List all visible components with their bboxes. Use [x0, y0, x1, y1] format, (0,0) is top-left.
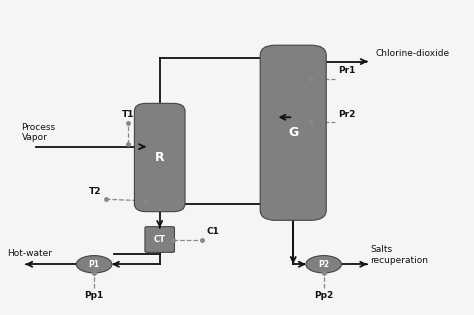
- Text: Pp1: Pp1: [84, 291, 104, 301]
- Text: Pr1: Pr1: [337, 66, 355, 76]
- FancyBboxPatch shape: [145, 227, 174, 252]
- Ellipse shape: [76, 255, 112, 273]
- Text: Chlorine-dioxide: Chlorine-dioxide: [375, 49, 449, 59]
- Text: T1: T1: [122, 110, 135, 119]
- Text: CT: CT: [154, 235, 166, 244]
- FancyBboxPatch shape: [260, 45, 326, 220]
- Text: G: G: [288, 126, 298, 139]
- Text: Pp2: Pp2: [314, 291, 333, 301]
- Text: Salts
recuperation: Salts recuperation: [371, 245, 428, 265]
- Ellipse shape: [306, 255, 341, 273]
- FancyBboxPatch shape: [135, 103, 185, 212]
- Text: P1: P1: [89, 260, 100, 269]
- Text: Hot-water: Hot-water: [8, 249, 53, 258]
- Text: P2: P2: [318, 260, 329, 269]
- Text: T2: T2: [89, 187, 101, 196]
- Text: Pr2: Pr2: [337, 110, 355, 119]
- Text: C1: C1: [207, 227, 219, 237]
- Text: R: R: [155, 151, 164, 164]
- Text: Process
Vapor: Process Vapor: [21, 123, 55, 142]
